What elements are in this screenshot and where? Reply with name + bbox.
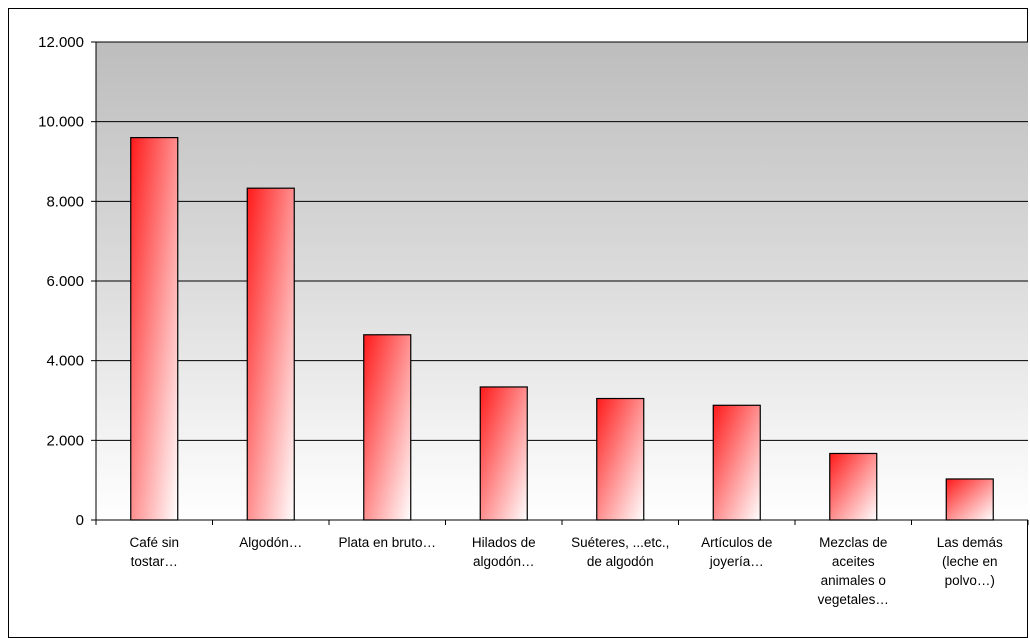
y-tick-label: 0 (76, 512, 84, 529)
bar (829, 452, 878, 521)
bar (945, 478, 994, 521)
bar (712, 404, 761, 521)
bar (246, 187, 295, 521)
y-tick-label: 12.000 (38, 34, 84, 51)
x-tick-label: Algodón… (239, 535, 302, 550)
y-tick-label: 2.000 (46, 432, 84, 449)
y-tick-label: 10.000 (38, 114, 84, 131)
bar (363, 334, 412, 521)
x-tick-label: Suéteres, ...etc., de algodón (571, 535, 669, 569)
y-tick-label: 4.000 (46, 353, 84, 370)
axes (91, 41, 1029, 525)
x-tick-labels: Café sin tostar… Algodón… Plata en bruto… Hi… (129, 535, 1003, 607)
bar (479, 386, 528, 521)
x-tick-label: Hilados de algodón… (472, 535, 536, 569)
x-tick-label: Las demás (leche en polvo…) (937, 535, 1003, 588)
x-tick-label: Artículos de joyería… (701, 535, 772, 569)
y-tick-labels: 0 2.000 4.000 6.000 8.000 10.000 12.000 (38, 34, 84, 529)
x-tick-label: Mezclas de aceites animales o vegetales… (818, 535, 889, 607)
y-tick-label: 6.000 (46, 273, 84, 290)
x-tick-label: Plata en bruto… (338, 535, 436, 550)
y-tick-label: 8.000 (46, 193, 84, 210)
bar (130, 137, 179, 521)
bar (596, 397, 645, 521)
bars (130, 137, 994, 521)
x-tick-label: Café sin tostar… (129, 535, 179, 569)
